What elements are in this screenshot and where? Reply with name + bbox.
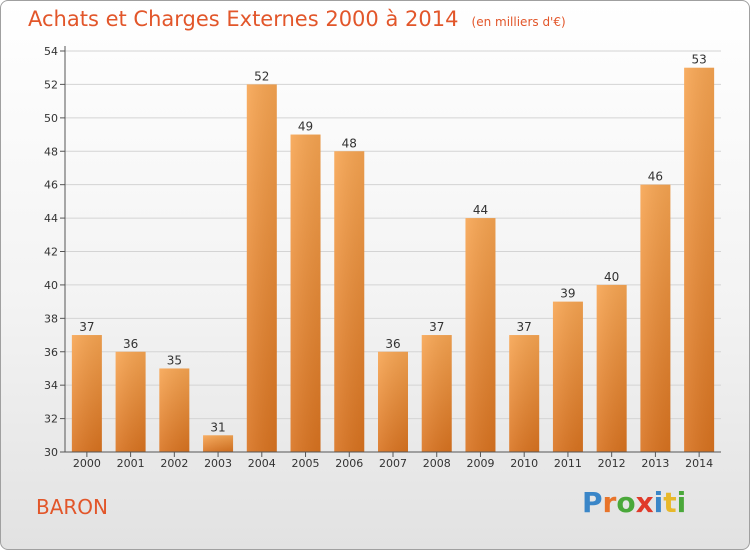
x-tick-label: 2005 [292,457,320,470]
title-block: Achats et Charges Externes 2000 à 2014 (… [28,7,566,31]
chart-title: Achats et Charges Externes 2000 à 2014 [28,7,459,31]
data-label: 39 [560,287,575,301]
data-label: 37 [517,320,532,334]
data-label: 46 [648,170,663,184]
bar-shade [334,151,365,452]
labels: 30 32 34 36 38 40 42 44 46 48 50 52 54 37 2000 36 2001 35… [44,45,713,470]
x-tick-label: 2012 [598,457,626,470]
x-tick-label: 2004 [248,457,276,470]
x-tick-label: 2013 [641,457,669,470]
bar-shade [596,284,627,452]
bar-shade [71,335,102,452]
y-tick-label: 48 [44,145,58,158]
data-label: 40 [604,270,619,284]
data-label: 48 [342,136,357,150]
bar-shade [421,335,452,452]
data-label: 35 [167,353,182,367]
chart-unit: (en milliers d'€) [471,15,566,29]
x-tick-label: 2001 [117,457,145,470]
data-label: 44 [473,203,488,217]
logo-letter: i [653,486,664,519]
bar-shade [290,134,321,452]
logo-letter: o [616,486,636,519]
y-tick-label: 34 [44,379,58,392]
logo-letter: i [676,486,687,519]
y-tick-label: 52 [44,78,58,91]
commune-name: BARON [36,495,109,519]
y-tick-label: 40 [44,279,58,292]
data-label: 31 [210,420,225,434]
data-label: 49 [298,120,313,134]
logo-letter: t [663,486,677,519]
y-tick-label: 44 [44,212,58,225]
x-tick-label: 2014 [685,457,713,470]
y-tick-label: 46 [44,179,58,192]
bar-shade [552,301,583,452]
y-tick-label: 50 [44,112,58,125]
bar-shade [509,335,540,452]
proxiti-logo: Proxiti [582,486,686,519]
logo-letter: x [635,486,654,519]
data-label: 37 [429,320,444,334]
x-tick-label: 2000 [73,457,101,470]
data-label: 53 [691,53,706,67]
bar-shade [684,67,715,452]
x-tick-label: 2010 [510,457,538,470]
logo-letter: r [602,486,617,519]
bar-shade [115,351,146,452]
x-tick-label: 2006 [335,457,363,470]
bar-shade [159,368,190,452]
x-tick-label: 2011 [554,457,582,470]
x-tick-label: 2007 [379,457,407,470]
y-tick-label: 42 [44,246,58,259]
bar-shade [465,218,496,452]
x-tick-label: 2002 [160,457,188,470]
data-label: 36 [385,337,400,351]
bar-shade [378,351,408,452]
y-tick-label: 38 [44,312,58,325]
data-label: 36 [123,337,138,351]
y-tick-label: 36 [44,346,58,359]
axes [60,46,721,457]
data-label: 37 [79,320,94,334]
y-tick-label: 32 [44,413,58,426]
x-tick-label: 2003 [204,457,232,470]
logo-letter: P [582,486,603,519]
x-tick-label: 2008 [423,457,451,470]
bars [71,67,715,453]
data-label: 52 [254,69,269,83]
y-tick-label: 30 [44,446,58,459]
bar-shade [640,184,671,452]
y-tick-label: 54 [44,45,58,58]
bar-shade [246,84,277,453]
bar-shade [203,435,234,452]
x-tick-label: 2009 [466,457,494,470]
